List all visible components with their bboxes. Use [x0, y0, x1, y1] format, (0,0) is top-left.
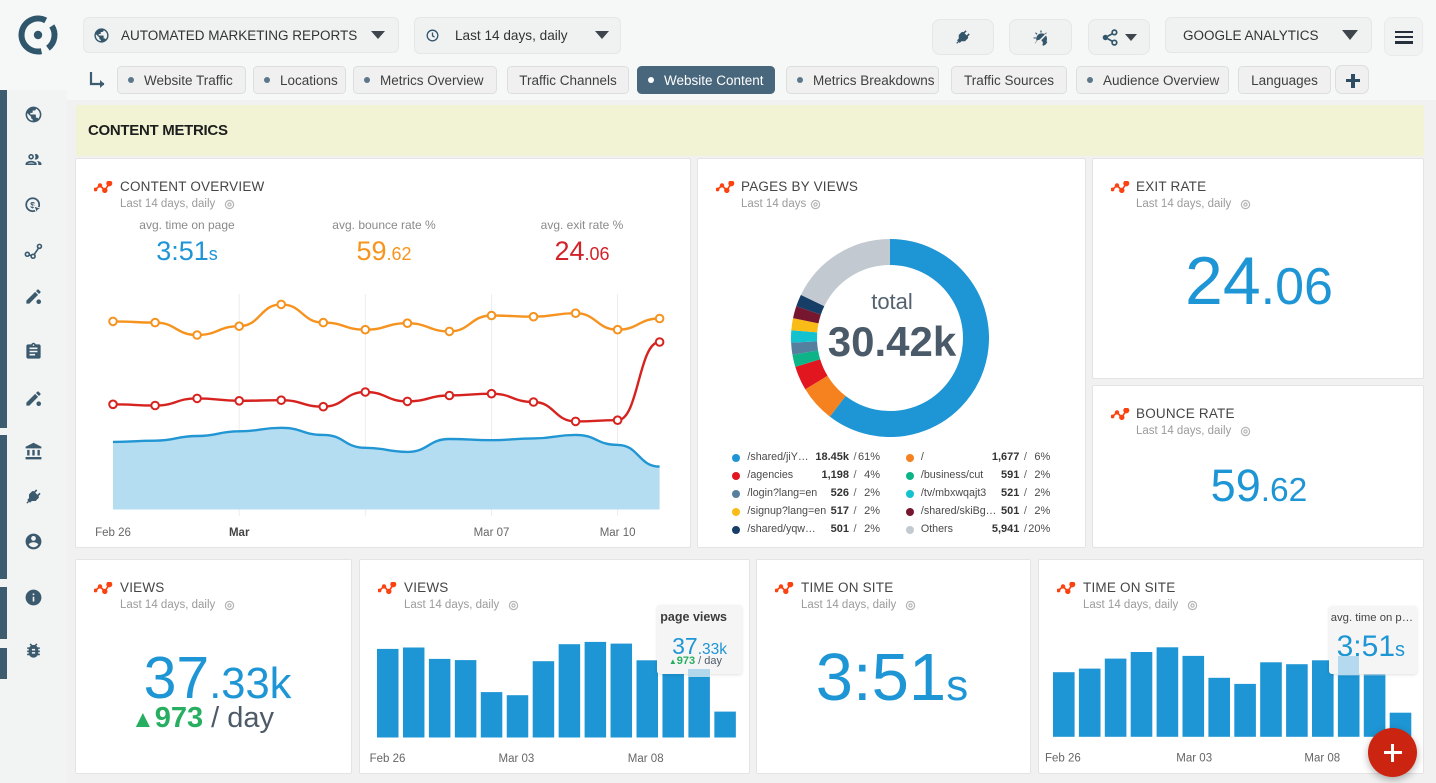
svg-text:Mar: Mar — [229, 527, 250, 539]
svg-text:Mar 10: Mar 10 — [600, 527, 636, 539]
svg-text:Feb 26: Feb 26 — [1045, 752, 1081, 764]
svg-text:Mar 08: Mar 08 — [628, 753, 664, 765]
svg-text:Mar 03: Mar 03 — [1176, 752, 1212, 764]
svg-text:Feb 26: Feb 26 — [95, 527, 131, 539]
svg-text:Mar 08: Mar 08 — [1304, 752, 1340, 764]
svg-text:Feb 26: Feb 26 — [370, 753, 406, 765]
svg-text:Mar 07: Mar 07 — [474, 527, 510, 539]
svg-text:Mar 03: Mar 03 — [499, 753, 535, 765]
svg-text:$: $ — [30, 200, 35, 210]
